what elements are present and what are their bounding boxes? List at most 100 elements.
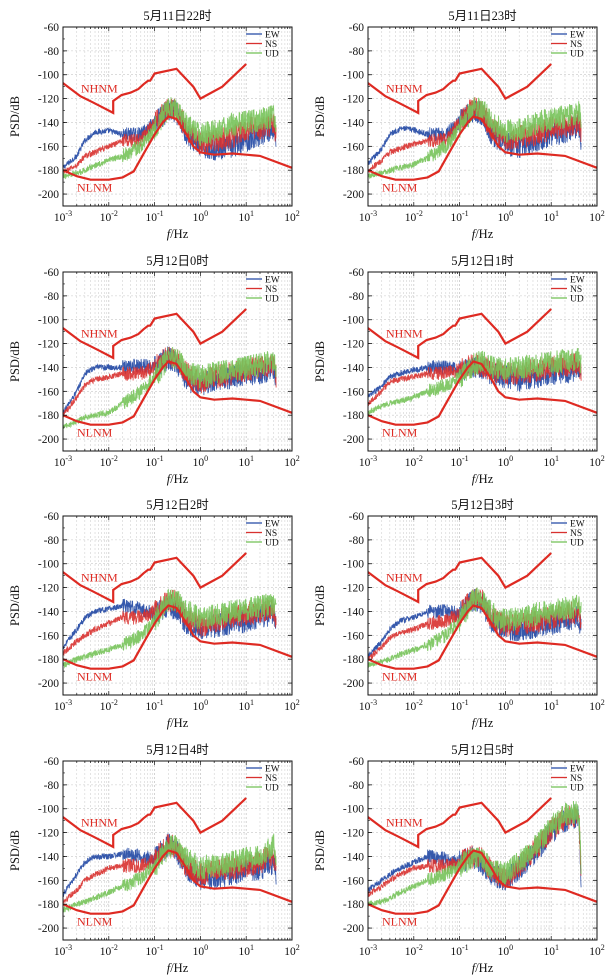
- x-tick-label: 102: [589, 698, 605, 713]
- x-tick-label: 102: [589, 209, 605, 224]
- y-tick-label: -200: [343, 434, 364, 446]
- x-tick-base: 10: [238, 457, 250, 469]
- nhnm-label: NHNM: [81, 816, 118, 830]
- y-axis-label: PSD/dB: [8, 830, 22, 871]
- x-tick-base: 10: [100, 946, 112, 958]
- legend-label-ud: UD: [570, 538, 584, 548]
- x-tick-base: 10: [543, 212, 555, 224]
- x-axis-label-symbol: f: [167, 227, 172, 241]
- nhnm-model-line: [368, 552, 552, 604]
- y-tick-label: -100: [38, 315, 59, 327]
- x-axis-label: f/Hz: [472, 716, 494, 730]
- legend-label-ew: EW: [570, 519, 585, 529]
- y-tick-label: -80: [349, 780, 365, 792]
- y-tick-label: -120: [343, 339, 364, 351]
- x-tick-label: 100: [498, 698, 514, 713]
- x-tick-exponent: -3: [370, 209, 377, 218]
- y-axis-label: PSD/dB: [313, 585, 327, 626]
- y-tick-label: -180: [38, 410, 59, 422]
- x-tick-label: 10-1: [146, 209, 164, 224]
- x-axis-label: f/Hz: [472, 961, 494, 975]
- y-tick-label: -80: [349, 46, 365, 58]
- x-tick-base: 10: [284, 457, 296, 469]
- y-tick-label: -140: [343, 851, 364, 863]
- legend-label-ew: EW: [570, 275, 585, 285]
- psd-panel: NHNMNLNMEWNSUD-60-80-100-120-140-160-180…: [313, 498, 605, 730]
- psd-panel: NHNMNLNMEWNSUD-60-80-100-120-140-160-180…: [313, 254, 605, 486]
- x-tick-label: 101: [543, 943, 559, 958]
- x-tick-base: 10: [284, 701, 296, 713]
- nlnm-model-line: [368, 604, 597, 670]
- y-tick-label: -80: [349, 535, 365, 547]
- y-axis-label: PSD/dB: [313, 341, 327, 382]
- y-tick-label: -140: [343, 117, 364, 129]
- y-tick-label: -100: [38, 559, 59, 571]
- y-tick-label: -80: [44, 535, 60, 547]
- panel-title: 5月12日0时: [146, 254, 209, 268]
- legend-label-ns: NS: [265, 285, 277, 295]
- x-tick-label: 10-2: [405, 698, 423, 713]
- x-tick-label: 102: [284, 698, 300, 713]
- series-ud-line: [63, 833, 277, 913]
- x-tick-base: 10: [589, 701, 601, 713]
- series-group: [368, 97, 582, 180]
- x-axis-label: f/Hz: [472, 227, 494, 241]
- panel-title: 5月12日2时: [146, 498, 209, 512]
- nhnm-label: NHNM: [81, 327, 118, 341]
- x-tick-base: 10: [498, 701, 510, 713]
- legend-label-ew: EW: [265, 764, 280, 774]
- series-ud-line: [368, 587, 582, 668]
- x-tick-label: 100: [498, 454, 514, 469]
- x-tick-exponent: -1: [157, 454, 164, 463]
- x-tick-base: 10: [100, 212, 112, 224]
- x-tick-label: 101: [238, 698, 254, 713]
- x-tick-label: 10-1: [451, 454, 469, 469]
- psd-panel: NHNMNLNMEWNSUD-60-80-100-120-140-160-180…: [8, 498, 300, 730]
- nhnm-model-line: [63, 797, 247, 849]
- y-tick-label: -100: [343, 559, 364, 571]
- x-tick-exponent: 1: [250, 454, 254, 463]
- x-tick-exponent: -3: [65, 698, 72, 707]
- x-tick-exponent: 0: [204, 943, 208, 952]
- x-tick-base: 10: [284, 946, 296, 958]
- y-tick-label: -60: [349, 267, 365, 279]
- plot-frame: [62, 760, 293, 941]
- x-tick-base: 10: [359, 946, 371, 958]
- psd-panel: NHNMNLNMEWNSUD-60-80-100-120-140-160-180…: [8, 9, 300, 241]
- y-tick-label: -120: [38, 828, 59, 840]
- y-tick-label: -60: [44, 22, 60, 34]
- x-tick-label: 10-1: [146, 454, 164, 469]
- x-tick-base: 10: [238, 946, 250, 958]
- x-tick-label: 101: [543, 209, 559, 224]
- x-tick-exponent: 0: [509, 943, 513, 952]
- x-tick-label: 10-1: [451, 209, 469, 224]
- x-tick-exponent: -2: [416, 209, 423, 218]
- y-axis-label: PSD/dB: [313, 830, 327, 871]
- x-tick-exponent: -2: [416, 943, 423, 952]
- legend-label-ew: EW: [265, 30, 280, 40]
- y-tick-label: -180: [38, 654, 59, 666]
- y-tick-label: -160: [343, 386, 364, 398]
- x-tick-exponent: 2: [296, 698, 300, 707]
- psd-panel: NHNMNLNMEWNSUD-60-80-100-120-140-160-180…: [8, 254, 300, 486]
- x-tick-label: 10-3: [54, 943, 72, 958]
- x-tick-label: 102: [284, 209, 300, 224]
- y-tick-label: -180: [38, 899, 59, 911]
- panel-title: 5月12日4时: [146, 743, 209, 757]
- x-tick-exponent: -1: [157, 698, 164, 707]
- x-tick-base: 10: [146, 457, 158, 469]
- nlnm-model-line: [63, 604, 292, 670]
- y-tick-label: -200: [38, 434, 59, 446]
- x-tick-exponent: 2: [296, 943, 300, 952]
- x-tick-label: 101: [238, 209, 254, 224]
- psd-panel: NHNMNLNMEWNSUD-60-80-100-120-140-160-180…: [313, 9, 605, 241]
- x-tick-exponent: 0: [204, 698, 208, 707]
- grid: [62, 26, 292, 206]
- psd-panel: NHNMNLNMEWNSUD-60-80-100-120-140-160-180…: [8, 743, 300, 975]
- x-tick-exponent: -1: [157, 209, 164, 218]
